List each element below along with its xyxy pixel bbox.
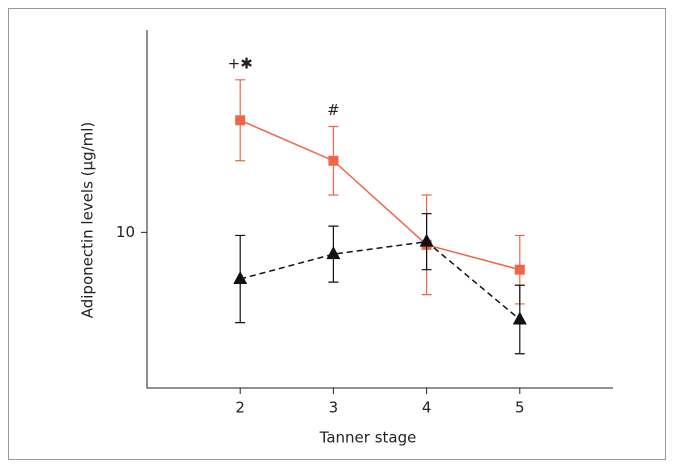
- x-tick-label: 2: [235, 399, 245, 417]
- marker: [512, 311, 527, 325]
- marker: [326, 246, 341, 260]
- marker: [235, 115, 246, 126]
- frame: [8, 8, 666, 460]
- annotation: #: [327, 101, 340, 119]
- x-tick-label: 5: [515, 399, 525, 417]
- annotation: +✱: [228, 54, 253, 72]
- series-line: [240, 240, 521, 321]
- x-axis-label: Tanner stage: [319, 429, 417, 447]
- marker: [328, 155, 339, 166]
- series-line: [239, 119, 520, 271]
- marker: [419, 233, 434, 247]
- y-axis-label: Adiponectin levels (µg/ml): [79, 122, 97, 319]
- marker: [233, 271, 248, 285]
- x-tick-label: 3: [329, 399, 339, 417]
- x-tick-label: 4: [422, 399, 432, 417]
- marker: [514, 264, 525, 275]
- y-tick-label: 10: [116, 223, 135, 241]
